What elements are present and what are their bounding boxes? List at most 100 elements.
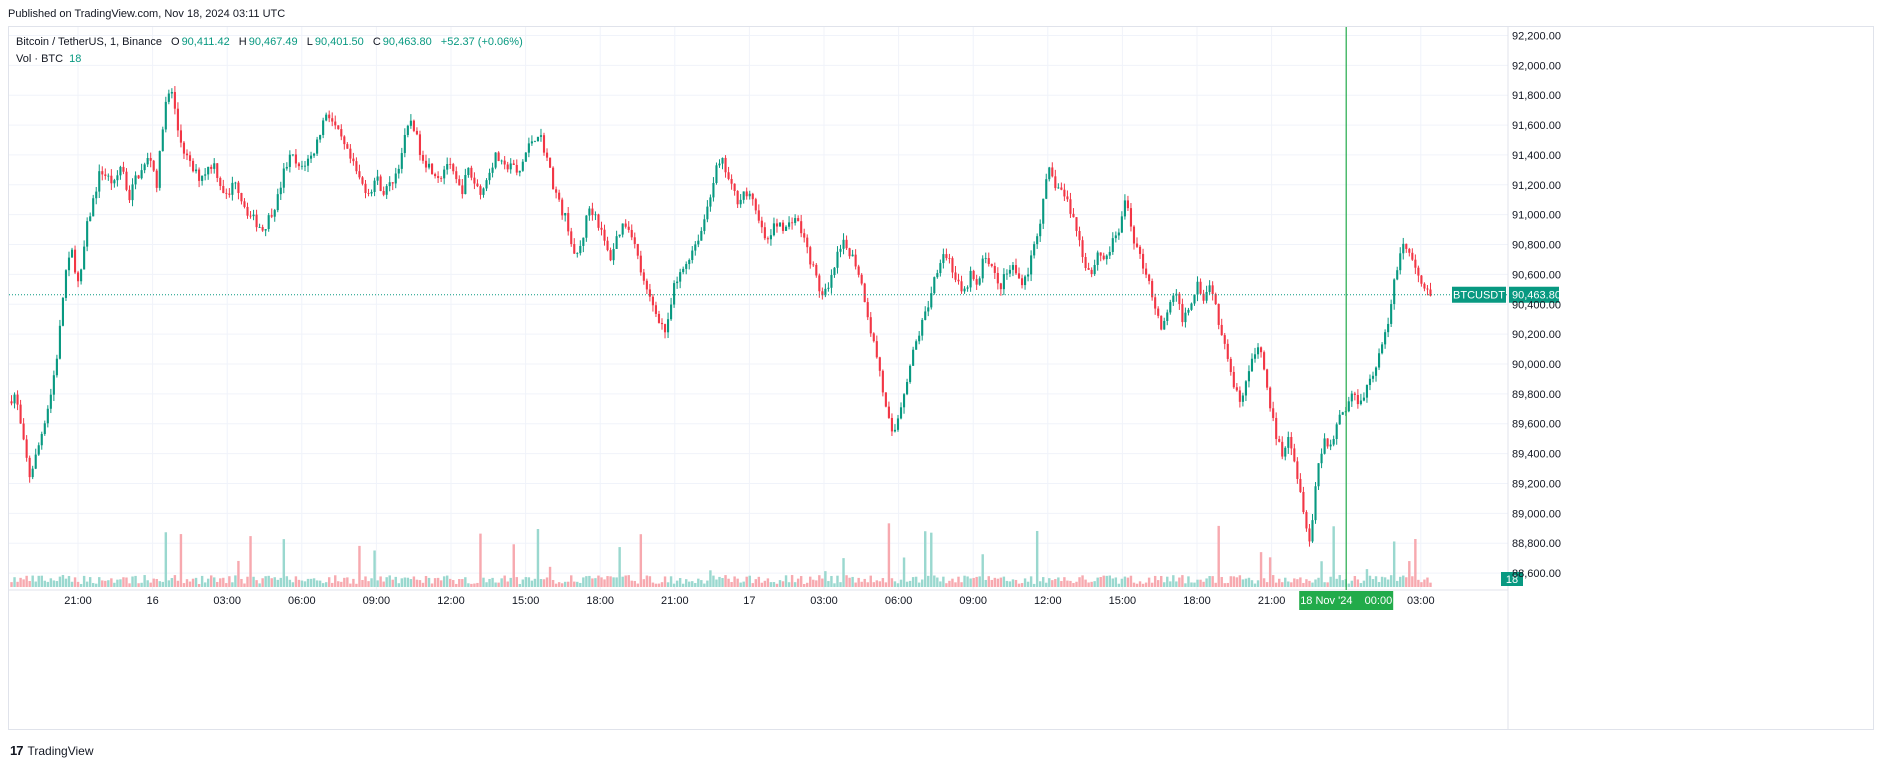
candle-body [122, 166, 125, 172]
volume-bar [896, 583, 900, 587]
volume-bar [1132, 582, 1136, 587]
candle-body [349, 148, 352, 159]
candle-body [1030, 255, 1033, 275]
candle-body [781, 222, 785, 231]
candle-body [1117, 232, 1120, 236]
candle-body [763, 227, 766, 239]
volume-bar [691, 581, 694, 587]
price-tick-label: 88,800.00 [1512, 538, 1561, 550]
candle-body [198, 169, 201, 181]
volume-bar [1395, 580, 1399, 587]
volume-bar [908, 580, 912, 587]
candle-body [730, 178, 733, 184]
candle-body [875, 341, 878, 358]
candle-body [152, 160, 155, 171]
candle-body [176, 108, 179, 131]
volume-bar [1256, 580, 1260, 587]
candle-body [1287, 437, 1290, 448]
volume-bar [1281, 582, 1284, 587]
volume-bar [1196, 579, 1199, 587]
candle-body [1190, 303, 1193, 310]
volume-bar [772, 582, 776, 587]
volume-bar [1411, 576, 1414, 587]
volume-bar [355, 583, 358, 587]
volume-bar [213, 577, 216, 587]
volume-bar [924, 531, 927, 587]
candle-body [545, 152, 549, 158]
volume-bar [433, 578, 437, 587]
candle-body [1329, 444, 1332, 447]
volume-bar [1223, 583, 1226, 587]
candle-body [179, 130, 183, 143]
volume-bar [1365, 569, 1369, 587]
candle-body [134, 175, 137, 185]
volume-bar [1090, 581, 1093, 587]
candle-body [267, 215, 270, 230]
volume-bar [1247, 577, 1251, 587]
candle-body [896, 418, 900, 430]
volume-bar [678, 578, 682, 587]
volume-tag: 18 [1506, 574, 1518, 586]
volume-bar [1102, 575, 1105, 587]
candle-body [80, 269, 83, 282]
candle-body [1402, 243, 1405, 254]
volume-bar [1253, 583, 1257, 587]
candle-body [313, 153, 316, 156]
candle-body [966, 287, 969, 289]
volume-bar [878, 581, 882, 587]
candle-body [19, 404, 22, 424]
candle-body [1211, 285, 1214, 295]
candle-body [92, 198, 95, 217]
volume-bar [1078, 577, 1081, 587]
volume-bar [957, 576, 960, 587]
candle-body [1232, 371, 1235, 388]
candlestick-chart[interactable]: BTCUSDT 90,463.80 18 18 Nov '24 00:00 92,20… [0, 0, 1882, 740]
volume-bar [152, 578, 155, 587]
volume-bar [46, 581, 50, 587]
time-tick-label: 06:00 [288, 595, 316, 607]
volume-bar [116, 579, 119, 587]
candle-body [1214, 294, 1217, 305]
volume-bar [536, 529, 540, 587]
volume-bar [455, 583, 458, 587]
volume-bar [836, 575, 839, 587]
volume-bar [675, 580, 679, 587]
candle-body [319, 135, 322, 140]
volume-bar [509, 577, 512, 587]
candle-body [1208, 285, 1211, 292]
candle-body [872, 333, 875, 342]
volume-bar [657, 583, 661, 587]
volume-bar [751, 583, 754, 587]
candle-body [1096, 252, 1099, 265]
candle-body [890, 417, 894, 432]
volume-bar [261, 578, 264, 587]
volume-bar [866, 582, 869, 587]
volume-bar [1163, 582, 1166, 587]
volume-bar [642, 579, 646, 587]
candle-body [1338, 414, 1341, 425]
candle-body [1093, 264, 1096, 275]
volume-bar [1417, 579, 1420, 587]
volume-bar [942, 576, 945, 587]
volume-bar [439, 580, 443, 587]
volume-bar [884, 582, 888, 587]
chart-frame[interactable] [8, 26, 1874, 730]
legend-symbol: Bitcoin / TetherUS, 1, Binance [16, 36, 162, 48]
volume-bar [1320, 561, 1323, 587]
volume-bar [1392, 541, 1396, 587]
volume-bar [654, 583, 658, 587]
candle-body [282, 168, 285, 188]
candle-body [748, 193, 751, 197]
volume-bar [1350, 580, 1354, 587]
volume-bar [288, 579, 292, 587]
volume-bar [482, 577, 485, 587]
volume-bar [1217, 525, 1220, 587]
volume-bar [802, 583, 806, 587]
candle-body [836, 251, 839, 268]
candle-body [963, 288, 966, 292]
volume-bar [113, 582, 116, 587]
candle-body [77, 272, 80, 282]
time-tick-label: 16 [146, 595, 158, 607]
volume-bar [1138, 581, 1142, 587]
volume-bar [285, 576, 289, 587]
